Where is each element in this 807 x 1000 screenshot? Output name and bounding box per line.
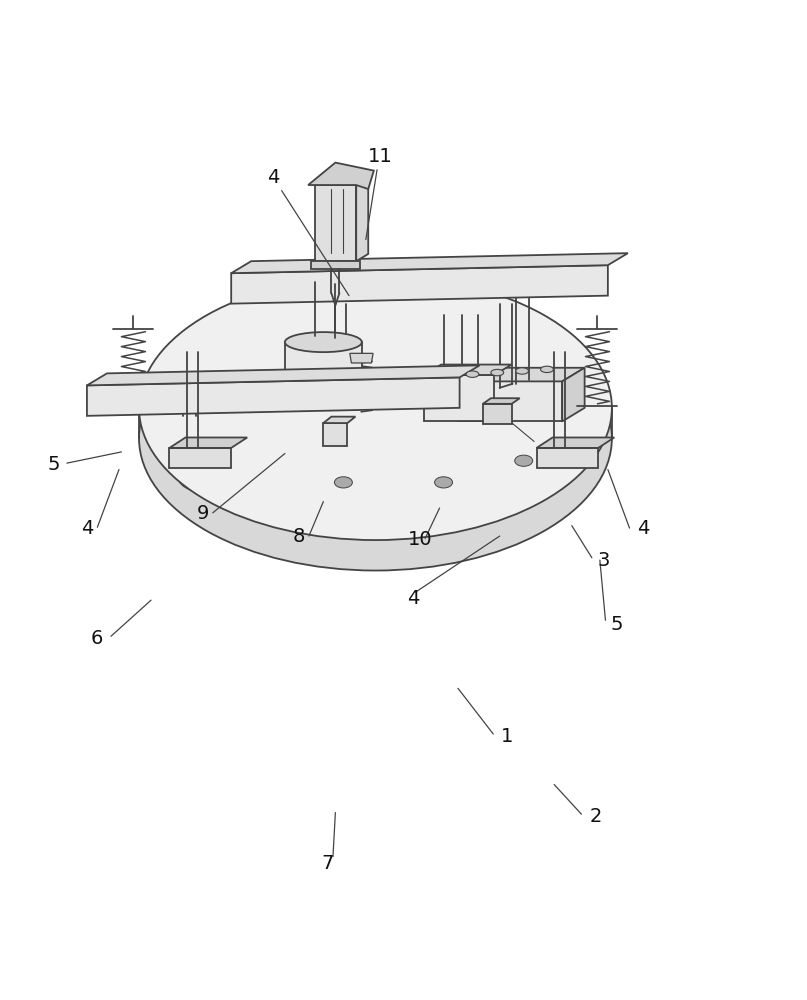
Polygon shape <box>562 368 584 421</box>
Polygon shape <box>324 417 355 423</box>
Polygon shape <box>537 448 598 468</box>
Ellipse shape <box>466 371 479 377</box>
Ellipse shape <box>435 477 453 488</box>
Ellipse shape <box>285 390 362 410</box>
Polygon shape <box>231 253 628 273</box>
Polygon shape <box>324 423 347 446</box>
Text: 4: 4 <box>638 519 650 538</box>
Polygon shape <box>315 185 356 261</box>
Polygon shape <box>178 458 229 476</box>
Text: 4: 4 <box>82 519 94 538</box>
Ellipse shape <box>139 276 612 540</box>
Polygon shape <box>458 381 562 421</box>
Ellipse shape <box>334 477 353 488</box>
Polygon shape <box>231 265 608 304</box>
Text: 8: 8 <box>293 527 305 546</box>
Polygon shape <box>424 365 512 375</box>
Text: 3: 3 <box>597 551 610 570</box>
Ellipse shape <box>498 445 550 477</box>
Polygon shape <box>169 437 247 448</box>
Polygon shape <box>349 353 373 363</box>
Polygon shape <box>356 178 368 261</box>
Ellipse shape <box>139 306 612 571</box>
Ellipse shape <box>362 383 380 393</box>
Polygon shape <box>458 368 584 381</box>
Text: 2: 2 <box>589 807 602 826</box>
Text: 4: 4 <box>267 168 280 187</box>
Text: 5: 5 <box>610 615 623 634</box>
Polygon shape <box>87 377 460 416</box>
Ellipse shape <box>516 368 529 374</box>
Polygon shape <box>169 448 231 468</box>
Text: 4: 4 <box>408 589 420 608</box>
Ellipse shape <box>194 453 212 464</box>
Ellipse shape <box>178 460 229 492</box>
Polygon shape <box>424 375 494 421</box>
Polygon shape <box>418 482 469 500</box>
Ellipse shape <box>418 466 469 498</box>
Ellipse shape <box>285 332 362 352</box>
Ellipse shape <box>498 462 550 494</box>
Polygon shape <box>483 398 520 404</box>
Ellipse shape <box>515 455 533 466</box>
Text: 11: 11 <box>368 147 393 166</box>
Ellipse shape <box>418 484 469 516</box>
Polygon shape <box>308 163 374 189</box>
Text: 1: 1 <box>501 727 513 746</box>
Polygon shape <box>537 437 614 448</box>
Ellipse shape <box>318 466 369 498</box>
Text: 10: 10 <box>408 530 432 549</box>
Text: 5: 5 <box>48 455 61 474</box>
Text: 9: 9 <box>197 504 209 523</box>
Ellipse shape <box>541 366 554 373</box>
Polygon shape <box>318 482 369 500</box>
Polygon shape <box>483 404 512 424</box>
Text: 6: 6 <box>91 629 103 648</box>
Polygon shape <box>87 365 479 385</box>
Polygon shape <box>311 261 360 269</box>
Ellipse shape <box>318 484 369 516</box>
Polygon shape <box>498 461 550 478</box>
Ellipse shape <box>178 442 229 474</box>
Text: 7: 7 <box>321 854 333 873</box>
Ellipse shape <box>491 369 504 376</box>
Polygon shape <box>285 342 362 400</box>
